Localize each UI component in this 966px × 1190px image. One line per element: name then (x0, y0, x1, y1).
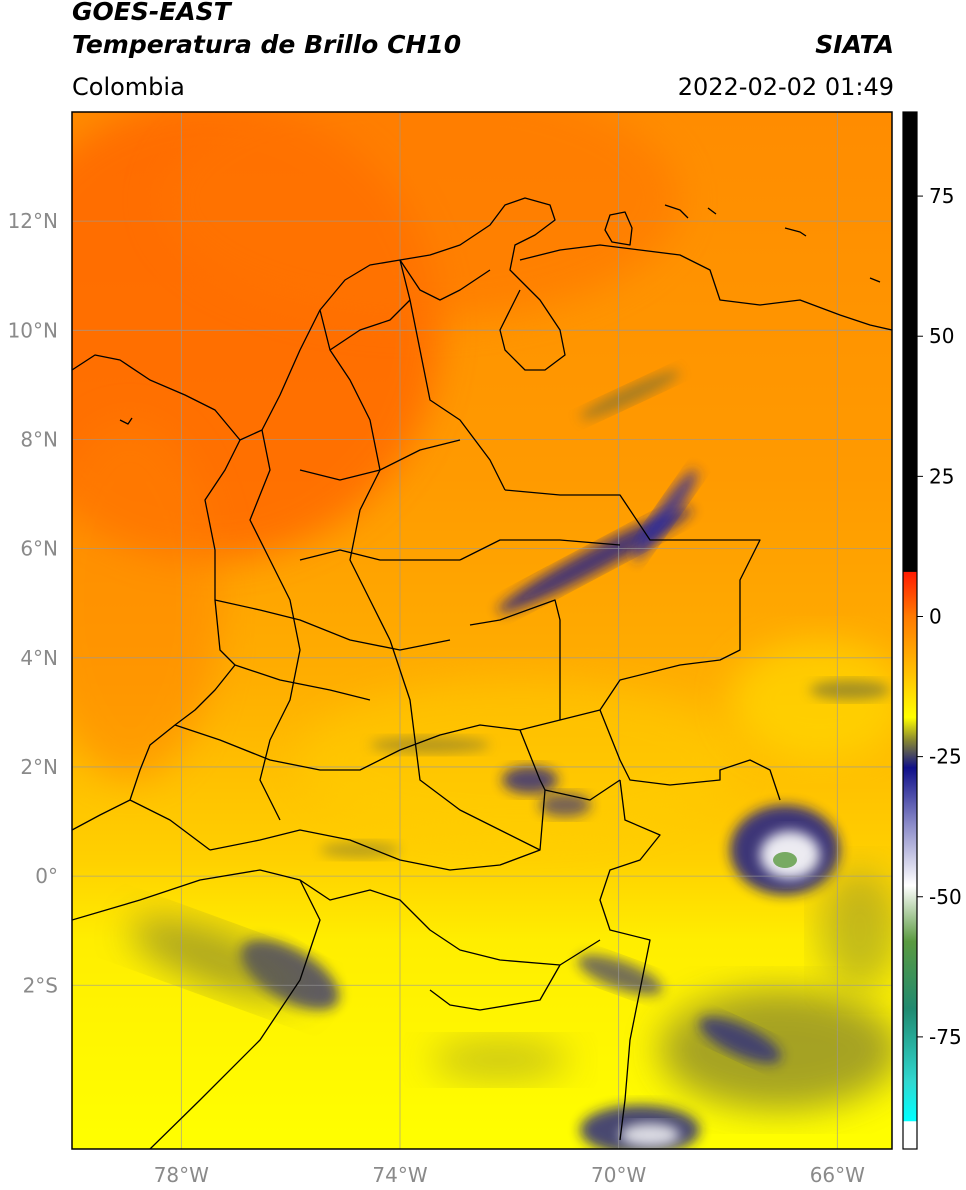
latitude-tick-labels: 12°N 10°N 8°N 6°N 4°N 2°N 0° 2°S (8, 209, 58, 997)
lon-tick-label: 74°W (372, 1163, 427, 1187)
lat-tick-label: 2°S (23, 973, 58, 997)
colorbar-gradient (903, 112, 917, 1149)
colorbar-tick-label: -25 (929, 745, 962, 769)
region-label: Colombia (72, 73, 185, 101)
lon-tick-label: 66°W (810, 1163, 865, 1187)
colorbar-tick-label: -50 (929, 885, 962, 909)
longitude-tick-labels: 78°W 74°W 70°W 66°W (154, 1163, 865, 1187)
lat-tick-label: 12°N (8, 209, 58, 233)
datetime-label: 2022-02-02 01:49 (677, 73, 894, 101)
lat-tick-label: 6°N (20, 537, 58, 561)
title-product: Temperatura de Brillo CH10 (72, 30, 462, 59)
lon-tick-label: 70°W (591, 1163, 646, 1187)
colorbar-tick-labels: 75 50 25 0 -25 -50 -75 (917, 184, 962, 1049)
colorbar-tick-label: 25 (929, 464, 954, 488)
colorbar-tick-label: 75 (929, 184, 954, 208)
coastline-borders (72, 197, 892, 1149)
map-frame (71, 111, 893, 1150)
colorbar-frame (902, 111, 918, 1150)
lon-tick-label: 78°W (154, 1163, 209, 1187)
colorbar-tick-label: 50 (929, 324, 954, 348)
title-satellite: GOES-EAST (72, 0, 231, 26)
colorbar-tick-label: 0 (929, 604, 942, 628)
colorbar-tick-label: -75 (929, 1025, 962, 1049)
lat-tick-label: 10°N (8, 318, 58, 342)
colorbar: 75 50 25 0 -25 -50 -75 (902, 111, 962, 1150)
source-label: SIATA (815, 30, 894, 59)
lat-tick-label: 8°N (20, 427, 58, 451)
lat-tick-label: 0° (35, 864, 58, 888)
map-gridlines (72, 112, 892, 1149)
lat-tick-label: 4°N (20, 646, 58, 670)
brightness-temperature-field (72, 112, 892, 1149)
lat-tick-label: 2°N (20, 755, 58, 779)
